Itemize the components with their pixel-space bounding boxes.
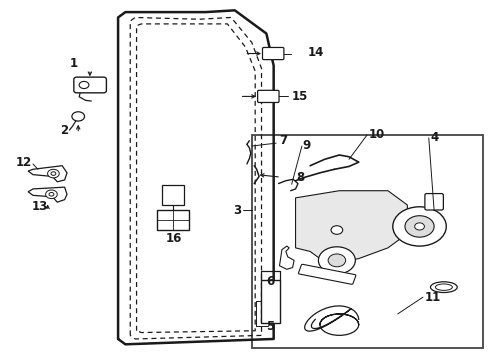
FancyBboxPatch shape [74, 77, 106, 93]
Circle shape [330, 226, 342, 234]
FancyBboxPatch shape [262, 48, 284, 60]
Circle shape [47, 169, 59, 178]
Ellipse shape [434, 284, 451, 291]
Bar [251, 135, 482, 348]
Text: 12: 12 [16, 156, 32, 169]
Text: 8: 8 [295, 171, 304, 184]
Bar [260, 280, 280, 323]
Circle shape [72, 112, 84, 121]
Circle shape [414, 223, 424, 230]
Text: 6: 6 [265, 275, 274, 288]
Polygon shape [28, 187, 67, 202]
Circle shape [392, 207, 446, 246]
Circle shape [45, 190, 57, 199]
Text: 16: 16 [165, 232, 182, 245]
Bar [157, 210, 188, 230]
Text: 10: 10 [368, 128, 384, 141]
Text: 3: 3 [232, 204, 241, 217]
FancyBboxPatch shape [257, 90, 279, 103]
Polygon shape [279, 246, 293, 269]
Ellipse shape [429, 282, 456, 293]
Text: 7: 7 [279, 134, 287, 147]
Text: 1: 1 [69, 57, 77, 71]
Circle shape [79, 81, 89, 89]
Text: 9: 9 [302, 139, 310, 152]
Polygon shape [28, 166, 67, 182]
Bar [162, 185, 183, 205]
Text: 14: 14 [307, 46, 324, 59]
Text: 13: 13 [32, 200, 48, 213]
Text: 15: 15 [291, 90, 308, 103]
Text: 4: 4 [429, 131, 438, 144]
Circle shape [318, 247, 355, 274]
Circle shape [51, 172, 56, 175]
FancyBboxPatch shape [424, 194, 443, 210]
Polygon shape [295, 191, 407, 262]
Text: 11: 11 [424, 291, 440, 305]
FancyBboxPatch shape [298, 264, 355, 284]
Circle shape [327, 254, 345, 267]
Circle shape [49, 193, 54, 196]
Text: 5: 5 [265, 320, 274, 333]
Circle shape [404, 216, 433, 237]
Text: 2: 2 [61, 124, 68, 137]
